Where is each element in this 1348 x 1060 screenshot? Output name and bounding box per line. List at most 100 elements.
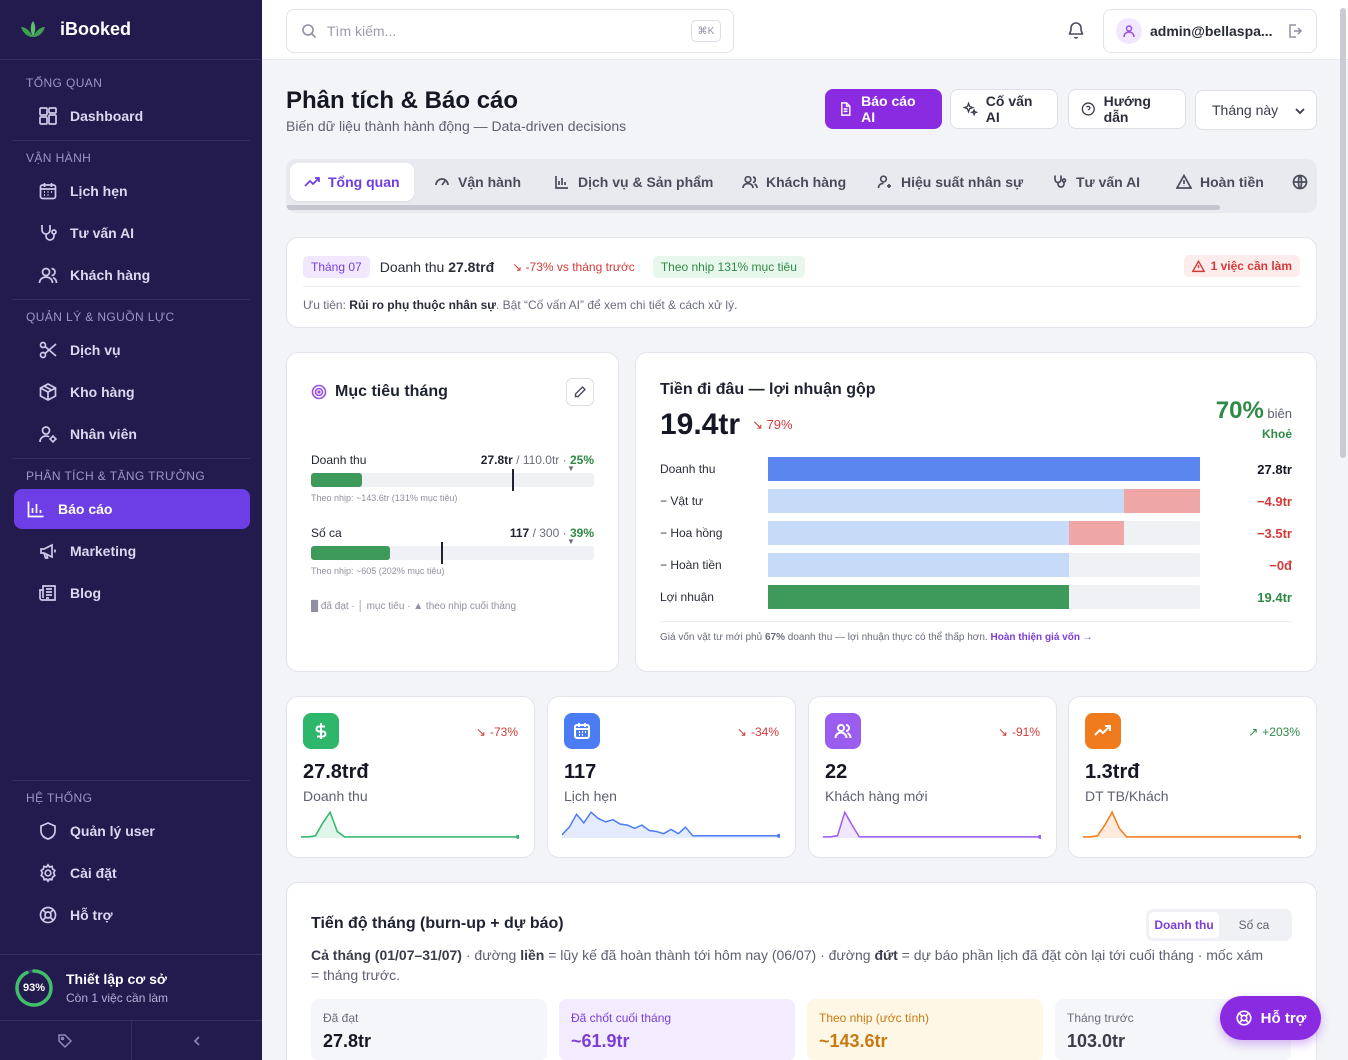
pencil-icon: [574, 386, 586, 398]
support-button[interactable]: Hỗ trợ: [1220, 996, 1321, 1040]
kpi-card[interactable]: ↘ -34% 117 Lịch hẹn: [547, 696, 796, 858]
tab-services-products[interactable]: Dịch vụ & Sản phẩm: [540, 163, 727, 201]
period-select[interactable]: Tháng này: [1195, 90, 1317, 130]
sidebar-item-services[interactable]: Dịch vụ: [12, 330, 250, 370]
kpi-card[interactable]: ↘ -91% 22 Khách hàng mới: [808, 696, 1057, 858]
period-value: Tháng này: [1212, 102, 1279, 118]
sidebar-item-label: Dashboard: [70, 108, 144, 124]
todo-badge[interactable]: 1 việc cần làm: [1183, 255, 1300, 277]
divider: [12, 780, 250, 781]
goal-target-marker: [512, 469, 514, 491]
note-pct: 67%: [764, 632, 785, 643]
pace-marker: ▼: [567, 537, 575, 546]
users-icon: [742, 175, 758, 189]
scissors-icon: [39, 341, 57, 359]
kpi-label: DT TB/Khách: [1085, 788, 1169, 804]
search-placeholder: Tìm kiếm...: [327, 23, 397, 39]
chevron-down-icon: [1295, 108, 1305, 115]
sidebar-item-inventory[interactable]: Kho hàng: [12, 372, 250, 412]
kpi-delta-value: -73%: [489, 725, 518, 739]
sidebar-item-label: Quản lý user: [70, 823, 155, 839]
notifications-button[interactable]: [1066, 20, 1086, 40]
guide-button[interactable]: Hướng dẫn: [1068, 89, 1186, 129]
waterfall-label: − Hoa hồng: [660, 526, 723, 540]
sidebar-item-support[interactable]: Hỗ trợ: [12, 895, 250, 935]
search-icon: [302, 24, 317, 39]
tab-more[interactable]: [1282, 163, 1317, 201]
sidebar-item-settings[interactable]: Cài đặt: [12, 853, 250, 893]
page-scrollbar[interactable]: [1340, 8, 1346, 458]
sidebar-item-user-management[interactable]: Quản lý user: [12, 811, 250, 851]
complete-cost-link[interactable]: Hoàn thiện giá vốn →: [990, 632, 1093, 643]
waterfall-bar: [768, 553, 1200, 577]
bar-segment: [768, 489, 1124, 513]
stat-booked: Đã chốt cuối tháng ~61.9tr: [559, 999, 795, 1060]
toggle-sessions[interactable]: Số ca: [1238, 918, 1270, 932]
ai-report-button[interactable]: Báo cáo AI: [825, 89, 942, 129]
goal-row: Số ca 117 / 300 · 39% ▼ Theo nhịp: ~605 …: [311, 526, 594, 576]
setup-percent: 93%: [22, 981, 46, 994]
pace-marker: ▼: [567, 464, 575, 473]
toggle-revenue[interactable]: Doanh thu: [1149, 912, 1219, 938]
bar-segment: [1123, 489, 1200, 513]
setup-progress[interactable]: 93% Thiết lập cơ sở Còn 1 việc cần làm: [0, 954, 262, 1020]
kpi-delta: ↘ -73%: [475, 725, 518, 739]
todo-text: 1 việc cần làm: [1210, 259, 1292, 273]
sidebar-item-label: Cài đặt: [70, 865, 117, 881]
tab-customers[interactable]: Khách hàng: [728, 163, 860, 201]
kpi-delta: ↘ -91%: [997, 725, 1040, 739]
burnup-title: Tiến độ tháng (burn-up + dự báo): [311, 915, 564, 932]
ai-advisor-button[interactable]: Cố vấn AI: [950, 89, 1058, 129]
section-title-operations: VẬN HÀNH: [26, 151, 92, 165]
logout-icon[interactable]: [1287, 23, 1303, 39]
tab-label: Khách hàng: [766, 174, 847, 190]
kpi-card[interactable]: ↗ +203% 1.3trđ DT TB/Khách: [1068, 696, 1317, 858]
tab-ai-consult[interactable]: Tư vấn AI: [1038, 163, 1154, 201]
sidebar-item-customers[interactable]: Khách hàng: [12, 255, 250, 295]
collapse-sidebar-button[interactable]: [132, 1021, 263, 1060]
calendar-icon: [39, 183, 57, 200]
desc-dash: đứt: [874, 947, 898, 963]
goal-progress-text: 27.8tr / 110.0tr · 25%: [480, 453, 594, 467]
edit-goals-button[interactable]: [566, 378, 594, 406]
kpi-icon-box: [825, 713, 861, 749]
sidebar: iBooked TỔNG QUAN Dashboard VẬN HÀNH Lịc…: [0, 0, 262, 1060]
setup-progress-ring: 93%: [14, 968, 54, 1008]
sidebar-item-dashboard[interactable]: Dashboard: [12, 96, 250, 136]
tab-overview[interactable]: Tổng quan: [290, 163, 414, 201]
goal-achieved: 27.8tr: [480, 453, 513, 467]
search-input[interactable]: Tìm kiếm... ⌘K: [286, 9, 734, 53]
month-badge: Tháng 07: [303, 256, 370, 278]
tab-label: Vận hành: [458, 174, 522, 190]
sidebar-item-label: Kho hàng: [70, 384, 135, 400]
waterfall-row: Doanh thu 27.8tr: [660, 457, 1292, 481]
brand[interactable]: iBooked: [0, 0, 262, 60]
burnup-card: Tiến độ tháng (burn-up + dự báo) Doanh t…: [286, 882, 1317, 1060]
waterfall-row: Lợi nhuận 19.4tr: [660, 585, 1292, 609]
bar-chart-icon: [555, 176, 568, 189]
tabs-scrollbar[interactable]: [286, 205, 1220, 210]
tab-refunds[interactable]: Hoàn tiền: [1162, 163, 1278, 201]
sidebar-item-reports[interactable]: Báo cáo: [14, 489, 250, 529]
sidebar-item-appointments[interactable]: Lịch hẹn: [12, 171, 250, 211]
tab-operations[interactable]: Vận hành: [420, 163, 535, 201]
delta-text: -73% vs tháng trước: [525, 260, 635, 274]
tab-staff-performance[interactable]: Hiệu suất nhân sự: [863, 163, 1037, 201]
gear-icon: [40, 863, 56, 883]
sidebar-item-marketing[interactable]: Marketing: [12, 531, 250, 571]
sidebar-item-ai-consult[interactable]: Tư vấn AI: [12, 213, 250, 253]
sidebar-item-blog[interactable]: Blog: [12, 573, 250, 613]
user-menu[interactable]: admin@bellaspa...: [1103, 9, 1317, 53]
kpi-delta: ↗ +203%: [1248, 725, 1300, 739]
section-title-system: HỆ THỐNG: [26, 791, 93, 805]
kpi-delta-value: +203%: [1262, 725, 1300, 739]
kpi-label: Lịch hẹn: [564, 788, 617, 804]
section-title-resources: QUẢN LÝ & NGUỒN LỰC: [26, 310, 175, 324]
dollar-icon: [315, 723, 327, 739]
kpi-card[interactable]: ↘ -73% 27.8trđ Doanh thu: [286, 696, 535, 858]
sidebar-item-staff[interactable]: Nhân viên: [12, 414, 250, 454]
goal-label: Số ca: [311, 526, 342, 540]
tag-button[interactable]: [0, 1021, 132, 1060]
goal-bar: ▼: [311, 537, 594, 564]
page-subtitle: Biến dữ liệu thành hành động — Data-driv…: [286, 118, 627, 134]
